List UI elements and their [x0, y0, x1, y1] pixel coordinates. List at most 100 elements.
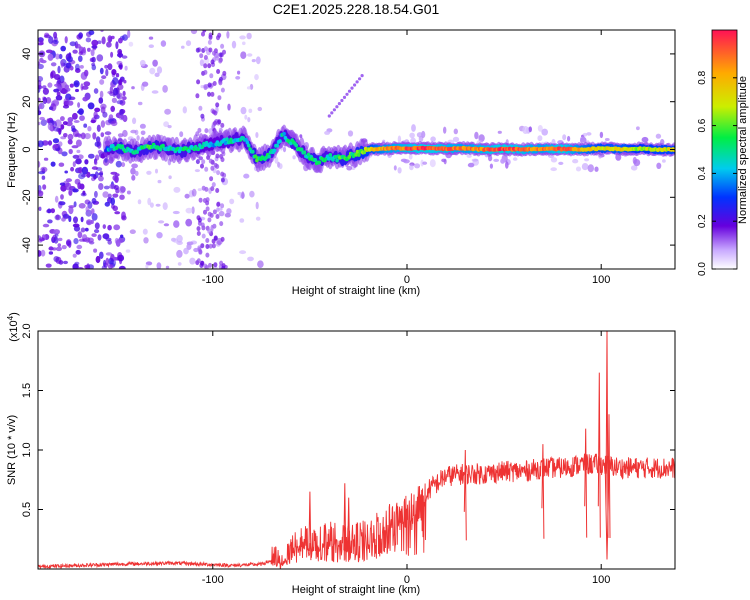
noise-speck [75, 43, 81, 49]
noise-speck [393, 165, 397, 171]
noise-speck [110, 105, 115, 112]
spectrogram-ylabel: Frequency (Hz) [6, 112, 18, 188]
noise-speck [54, 83, 61, 88]
noise-speck [65, 178, 72, 183]
noise-speck [213, 110, 218, 116]
colorbar-scale [711, 29, 738, 270]
y-tick-label: 2.0 [21, 323, 33, 338]
noise-speck [101, 75, 107, 80]
noise-speck [213, 266, 218, 269]
noise-speck [599, 131, 604, 139]
noise-speck [497, 130, 502, 134]
noise-speck [78, 203, 86, 209]
noise-speck [215, 164, 220, 169]
noise-speck [66, 240, 71, 246]
noise-speck [217, 119, 222, 125]
noise-speck [420, 159, 424, 167]
noise-speck [132, 117, 137, 125]
noise-speck [38, 250, 42, 257]
noise-speck [346, 165, 353, 171]
noise-speck [104, 201, 111, 207]
noise-speck [63, 260, 68, 265]
noise-speck [216, 202, 221, 207]
noise-speck [107, 264, 114, 269]
noise-speck [68, 206, 74, 215]
noise-speck [112, 175, 118, 181]
snr-line [38, 453, 675, 569]
noise-speck [94, 190, 98, 198]
noise-speck [94, 222, 100, 230]
noise-speck [117, 133, 124, 138]
noise-speck [220, 171, 225, 177]
noise-speck [64, 170, 68, 174]
noise-speck [220, 203, 225, 209]
noise-speck [72, 161, 76, 168]
noise-speck [58, 201, 66, 206]
noise-speck [195, 93, 200, 99]
noise-speck [107, 63, 113, 71]
noise-speck [55, 214, 60, 220]
noise-speck [86, 219, 93, 226]
noise-speck [97, 149, 103, 155]
noise-speck [586, 132, 592, 136]
noise-speck [200, 85, 204, 89]
noise-speck [594, 166, 599, 172]
noise-speck [345, 92, 349, 96]
noise-speck [123, 79, 127, 84]
noise-speck [53, 229, 60, 235]
ridge-core [161, 143, 165, 148]
noise-speck [119, 194, 125, 200]
noise-speck [47, 208, 52, 214]
noise-speck [218, 80, 223, 86]
noise-speck [80, 216, 84, 223]
noise-speck [207, 63, 212, 69]
noise-speck [200, 163, 204, 169]
noise-speck [207, 211, 212, 217]
noise-speck [332, 108, 336, 112]
colorbar-tick-label: 0.4 [697, 166, 708, 180]
snr-axes: -100 0 100 0.5 1.0 1.5 2.0 [21, 323, 675, 586]
noise-speck [119, 78, 123, 86]
noise-speck [203, 55, 208, 60]
noise-speck [61, 245, 67, 250]
noise-speck [162, 202, 168, 211]
noise-speck [199, 59, 204, 67]
noise-speck [59, 182, 66, 186]
noise-speck [172, 210, 180, 215]
snr-panel: -100 0 100 0.5 1.0 1.5 2.0 Height of straight … [6, 312, 676, 596]
noise-speck [151, 90, 159, 94]
noise-speck [201, 185, 206, 191]
noise-speck [156, 66, 163, 74]
noise-speck [104, 64, 109, 69]
noise-speck [139, 123, 146, 129]
noise-speck [199, 53, 204, 59]
noise-speck [75, 63, 80, 71]
noise-speck [212, 81, 217, 86]
noise-speck [340, 98, 344, 103]
noise-speck [50, 161, 56, 167]
snr-spike [605, 331, 609, 538]
noise-speck [61, 88, 68, 95]
noise-speck [126, 190, 131, 195]
noise-speck [193, 247, 199, 253]
noise-speck [203, 63, 208, 69]
noise-speck [184, 193, 190, 199]
noise-speck [77, 133, 83, 138]
ridge-core [306, 152, 311, 157]
ridge-core [120, 144, 125, 149]
noise-speck [91, 56, 96, 63]
snr-ylabel: SNR (10 * v/v) [6, 415, 18, 485]
noise-speck [69, 41, 77, 47]
noise-speck [55, 95, 63, 101]
noise-speck [42, 97, 48, 104]
noise-speck [216, 69, 221, 74]
noise-speck [257, 260, 264, 269]
noise-speck [38, 76, 44, 82]
noise-speck [83, 81, 91, 87]
ridge-core [294, 143, 299, 148]
noise-speck [324, 130, 331, 135]
noise-speck [40, 249, 46, 257]
noise-speck [208, 243, 213, 249]
noise-speck [201, 233, 206, 239]
noise-speck [416, 132, 423, 138]
